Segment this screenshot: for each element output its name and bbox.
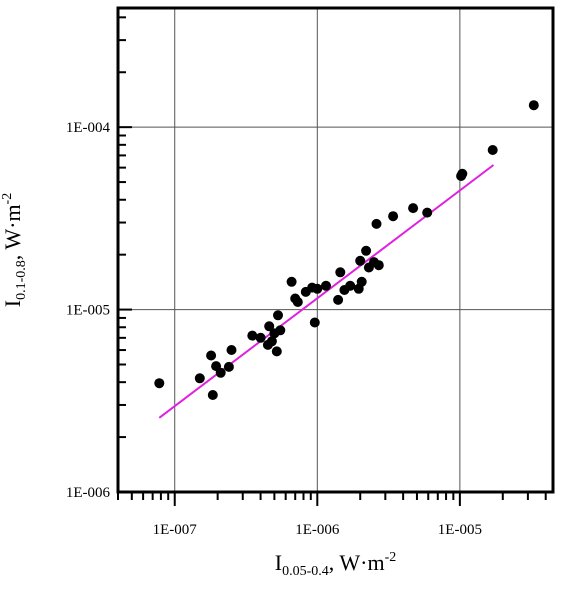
x-tick-labels: 1E-007 1E-006 1E-005 xyxy=(153,522,482,538)
data-point xyxy=(373,260,384,271)
data-point xyxy=(194,373,205,384)
data-point xyxy=(226,345,237,355)
data-point xyxy=(154,378,165,389)
data-point xyxy=(333,294,344,305)
data-point xyxy=(528,100,539,111)
data-point xyxy=(408,203,419,214)
fit-line-layer xyxy=(158,164,495,419)
plot-frame xyxy=(116,6,555,494)
y-axis-label: I0.1-0.8, W·m-2 xyxy=(0,193,29,307)
data-point xyxy=(271,346,282,357)
data-point xyxy=(275,325,286,336)
data-point xyxy=(371,218,382,229)
data-point xyxy=(457,168,468,179)
data-point xyxy=(255,332,266,343)
data-point xyxy=(335,267,346,278)
data-points-layer xyxy=(154,100,539,400)
data-point xyxy=(206,350,217,361)
data-point xyxy=(309,317,320,328)
data-point xyxy=(345,280,356,291)
data-point xyxy=(207,390,218,400)
data-point xyxy=(292,297,303,307)
x-tick-label: 1E-007 xyxy=(153,522,198,538)
y-tick-label: 1E-004 xyxy=(66,120,111,136)
data-point xyxy=(356,276,367,287)
data-point xyxy=(321,280,331,291)
data-point xyxy=(266,336,277,347)
fit-line xyxy=(158,164,495,419)
data-point xyxy=(487,145,498,155)
y-tick-labels: 1E-006 1E-005 1E-004 xyxy=(66,120,111,501)
data-point xyxy=(264,321,275,332)
data-point xyxy=(388,211,399,222)
data-point xyxy=(286,276,297,287)
x-tick-label: 1E-006 xyxy=(295,522,340,538)
data-point xyxy=(223,361,234,372)
data-point xyxy=(273,310,283,321)
x-axis-label: I0.05-0.4, W·m-2 xyxy=(275,550,396,579)
axis-ticks xyxy=(117,16,547,506)
data-point xyxy=(215,367,226,378)
y-tick-label: 1E-005 xyxy=(66,303,110,319)
data-point xyxy=(247,330,258,341)
grid-lines xyxy=(118,8,553,492)
x-tick-label: 1E-005 xyxy=(438,522,482,538)
data-point xyxy=(312,283,323,294)
y-tick-label: 1E-006 xyxy=(66,485,111,501)
data-point xyxy=(355,255,366,266)
data-point xyxy=(361,245,372,256)
data-point xyxy=(422,207,433,218)
